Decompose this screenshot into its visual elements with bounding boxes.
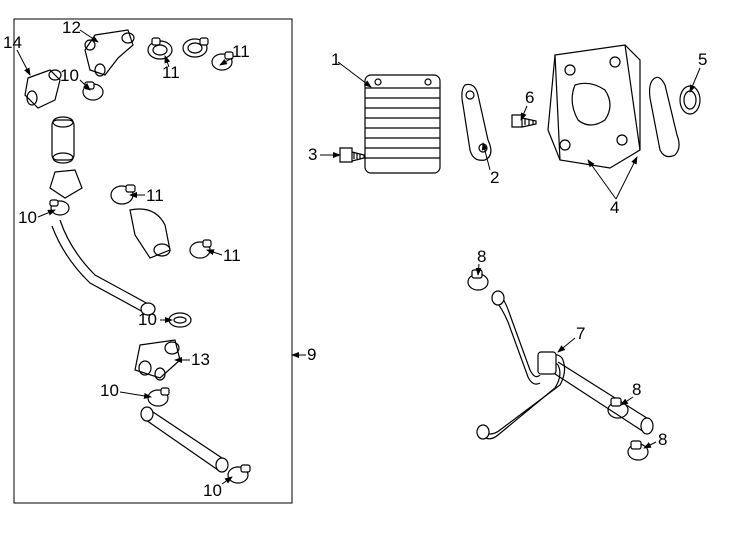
part-clamp-11a <box>148 38 172 59</box>
part-hose-lower <box>141 407 228 472</box>
part-clamp-10c <box>169 313 191 327</box>
part-elbow-14 <box>25 70 61 108</box>
part-tee-12 <box>85 30 134 76</box>
part-elbow-hose <box>130 209 170 258</box>
part-clamp-8c <box>628 441 648 460</box>
part-elbow-b <box>50 170 82 198</box>
part-o-ring <box>680 86 700 114</box>
part-clamp-11d <box>190 240 211 258</box>
part-hose-assembly <box>477 291 653 439</box>
part-tee-13 <box>135 340 180 380</box>
part-clamp-10d <box>148 388 169 406</box>
part-clamp-11b <box>183 38 208 57</box>
part-adapter-plate <box>548 45 640 168</box>
part-clamp-10e <box>228 465 250 483</box>
part-bolt-3 <box>340 148 364 162</box>
part-gasket <box>462 84 491 160</box>
part-clamp-10a <box>83 82 103 100</box>
part-connector-a <box>52 117 74 163</box>
part-clamp-10b <box>50 200 69 215</box>
part-seal-ring <box>650 77 680 156</box>
part-clamp-11t <box>212 52 233 70</box>
part-oil-cooler <box>365 75 440 173</box>
part-bolt-6 <box>512 115 536 127</box>
